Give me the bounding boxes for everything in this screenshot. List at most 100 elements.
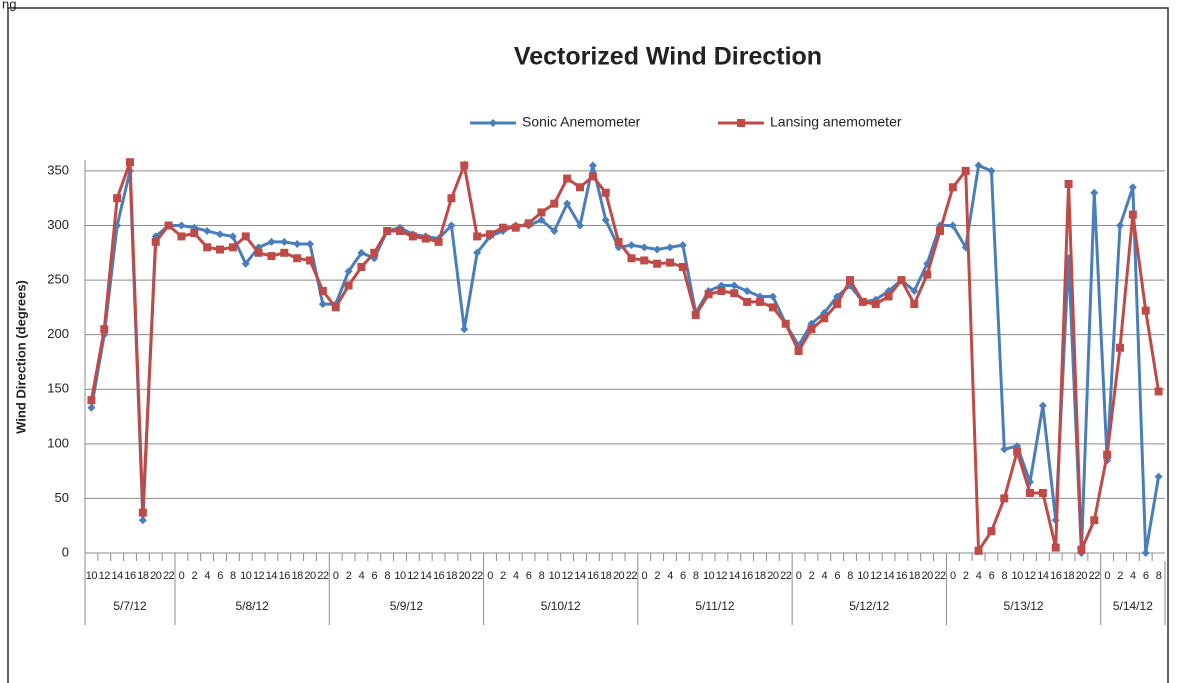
data-point [498,223,507,232]
y-tick-label: 50 [55,490,69,505]
data-point [306,240,314,249]
x-tick-label: 2 [191,570,197,582]
data-point [737,119,745,127]
x-tick-label: 8 [539,570,545,582]
data-point [666,243,674,252]
data-point [241,259,250,268]
data-point [884,292,893,301]
x-tick-label: 22 [163,570,175,582]
data-point [717,287,726,295]
x-tick-label: 6 [680,570,686,582]
data-point [177,232,186,241]
x-tick-label: 2 [500,570,506,582]
data-point [100,325,109,334]
y-tick-label: 250 [47,272,69,287]
data-point [781,319,790,328]
data-point [151,237,160,246]
data-point [910,287,919,295]
x-tick-label: 20 [304,570,316,582]
x-tick-label: 14 [266,570,278,582]
y-tick-label: 300 [47,217,69,232]
data-point [756,297,764,306]
data-point [1116,343,1124,352]
x-tick-label: 6 [989,570,995,582]
data-point [704,290,713,299]
x-tick-label: 20 [613,570,625,582]
data-point [370,248,379,257]
data-point [1064,180,1073,189]
data-point [280,248,289,257]
x-tick-label: 14 [883,570,895,582]
data-point [743,297,752,306]
x-tick-label: 2 [809,570,815,582]
data-point [408,232,417,241]
data-point [357,248,366,257]
data-point [653,259,662,268]
data-point [434,237,443,246]
x-tick-label: 18 [754,570,766,582]
x-tick-label: 12 [407,570,419,582]
group-label: 5/7/12 [113,599,147,613]
x-tick-label: 10 [394,570,406,582]
data-point [730,281,739,290]
data-point [228,232,237,241]
data-point [974,546,983,555]
x-tick-label: 12 [99,570,111,582]
data-point [833,300,842,309]
y-tick-label: 100 [47,435,69,450]
x-tick-label: 16 [896,570,908,582]
x-tick-label: 14 [574,570,586,582]
x-tick-label: 4 [667,570,673,582]
legend-label: Lansing anemometer [770,114,902,130]
data-point [344,281,353,290]
group-label: 5/13/12 [1004,599,1044,613]
data-point [550,199,559,208]
data-point [961,166,970,175]
data-point [460,325,469,334]
x-tick-label: 20 [459,570,471,582]
data-point [357,262,366,271]
x-tick-label: 20 [767,570,779,582]
x-tick-label: 0 [641,570,647,582]
x-tick-label: 8 [230,570,236,582]
data-point [396,226,404,235]
data-point [293,240,302,249]
data-point [1051,543,1060,552]
data-point [1077,545,1086,554]
data-point [318,287,327,295]
data-point [473,248,482,257]
x-tick-label: 10 [1012,570,1024,582]
data-point [987,166,996,175]
x-tick-label: 6 [217,570,223,582]
x-tick-label: 22 [934,570,946,582]
data-point [489,119,497,127]
data-point [524,219,533,228]
data-point [280,237,289,246]
data-point [1000,494,1009,503]
x-tick-label: 6 [526,570,532,582]
x-tick-label: 8 [1001,570,1007,582]
data-point [190,229,199,238]
data-point [87,396,96,405]
x-tick-label: 4 [204,570,210,582]
x-tick-label: 6 [1143,570,1149,582]
data-point [627,254,636,263]
data-point [421,234,430,243]
x-tick-label: 18 [600,570,612,582]
data-point [640,256,649,265]
data-point [858,297,867,306]
data-point [614,237,623,246]
x-tick-label: 10 [703,570,715,582]
caption: ng [2,0,16,11]
data-point [1090,516,1099,525]
x-tick-label: 16 [587,570,599,582]
data-point [241,232,250,241]
data-point [563,199,572,208]
data-point [936,226,944,235]
x-tick-label: 20 [922,570,934,582]
data-point [267,237,276,246]
data-point [87,403,96,412]
x-tick-label: 12 [1024,570,1036,582]
data-point [1154,387,1163,396]
data-point [1038,401,1047,410]
